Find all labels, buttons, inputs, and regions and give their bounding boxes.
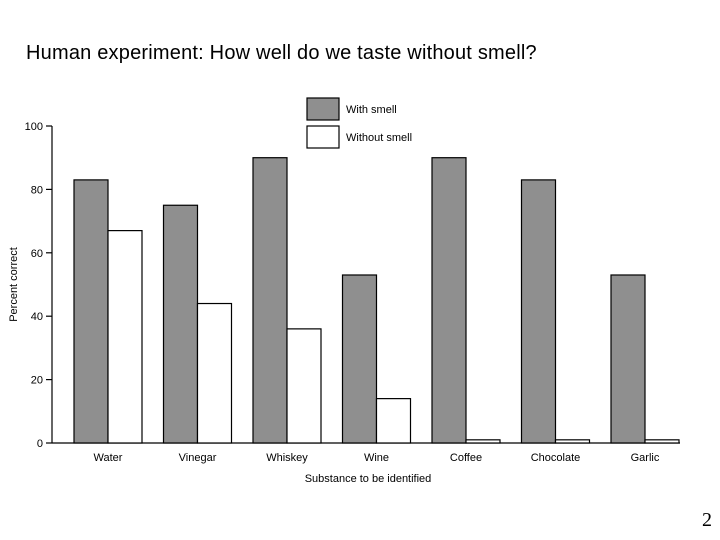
bar-with-smell-vinegar — [162, 204, 199, 444]
x-tick-label: Garlic — [631, 452, 660, 464]
x-axis: Water Vinegar Whiskey Wine Coffee Chocolate Ga… — [52, 442, 680, 464]
bar-without-smell-chocolate — [554, 439, 591, 444]
bar-with-smell-whiskey — [252, 157, 288, 444]
y-tick-label: 20 — [31, 375, 43, 387]
legend: With smell Without smell — [306, 97, 412, 149]
bar-without-smell-garlic — [644, 439, 680, 444]
y-tick-label: 40 — [31, 311, 43, 323]
bar-with-smell-coffee — [431, 157, 467, 444]
y-tick-label: 60 — [31, 248, 43, 260]
bar-without-smell-vinegar — [196, 302, 233, 444]
bar-without-smell-whiskey — [286, 328, 322, 444]
y-tick-label: 0 — [37, 438, 43, 450]
x-tick-label: Vinegar — [179, 452, 217, 464]
x-axis-label: Substance to be identified — [305, 473, 432, 485]
y-tick-label: 80 — [31, 184, 43, 196]
page-number: 2 — [702, 509, 712, 531]
bar-without-smell-water — [107, 230, 143, 444]
x-tick-label: Coffee — [450, 452, 482, 464]
x-tick-label: Whiskey — [266, 452, 308, 464]
legend-label: Without smell — [346, 132, 412, 144]
legend-swatch — [306, 125, 340, 149]
y-tick-label: 100 — [25, 121, 43, 133]
x-tick-label: Water — [94, 452, 123, 464]
bar-with-smell-wine — [341, 274, 378, 444]
bar-with-smell-garlic — [610, 274, 646, 444]
x-tick-label: Chocolate — [531, 452, 581, 464]
bar-without-smell-coffee — [465, 439, 501, 444]
legend-label: With smell — [346, 104, 397, 116]
slide-title: Human experiment: How well do we taste w… — [26, 42, 537, 64]
y-axis: 0 20 40 60 80 100 — [25, 121, 53, 450]
bar-without-smell-wine — [375, 398, 412, 444]
legend-swatch — [306, 97, 340, 121]
y-axis-label: Percent correct — [8, 247, 20, 322]
bar-with-smell-water — [73, 179, 109, 444]
bars — [73, 157, 680, 444]
bar-with-smell-chocolate — [520, 179, 557, 444]
x-tick-label: Wine — [364, 452, 389, 464]
